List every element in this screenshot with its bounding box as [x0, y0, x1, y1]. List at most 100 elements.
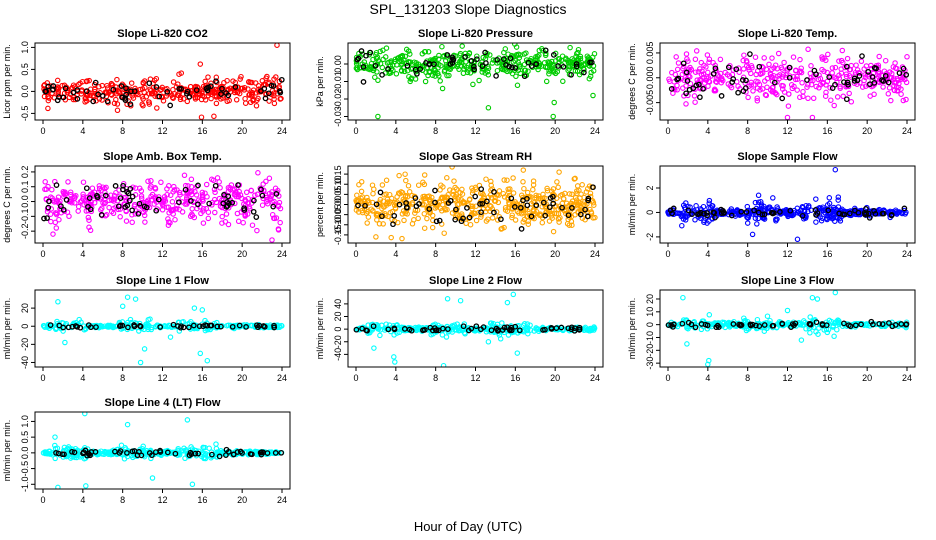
- x-tick-label: 24: [277, 126, 287, 136]
- point-color: [706, 204, 712, 211]
- point-color: [579, 182, 585, 188]
- point-black: [498, 216, 504, 223]
- point-black: [700, 85, 706, 92]
- point-outlier: [794, 236, 801, 243]
- point-color: [786, 91, 792, 97]
- point-color: [52, 455, 58, 462]
- point-color: [559, 53, 566, 59]
- point-black: [584, 213, 591, 220]
- point-black: [355, 55, 362, 62]
- point-black: [156, 93, 163, 100]
- point-color: [450, 324, 456, 330]
- x-tick-label: 20: [237, 495, 247, 505]
- point-color: [149, 191, 156, 198]
- point-color: [744, 214, 751, 221]
- point-black: [46, 198, 52, 205]
- point-outlier: [52, 434, 58, 440]
- point-black: [480, 324, 487, 330]
- point-color: [399, 211, 406, 217]
- point-color: [164, 323, 170, 330]
- point-color: [367, 63, 374, 70]
- point-color: [383, 321, 389, 327]
- point-black: [720, 210, 727, 216]
- point-black: [555, 63, 561, 69]
- point-black: [396, 201, 403, 208]
- point-color: [364, 194, 370, 201]
- point-color: [524, 189, 531, 196]
- point-black: [698, 321, 705, 327]
- point-black: [126, 197, 133, 204]
- point-black: [404, 62, 411, 69]
- point-color: [838, 66, 844, 72]
- point-color: [159, 207, 166, 213]
- point-color: [253, 103, 260, 109]
- y-tick-label: -40: [333, 348, 343, 361]
- point-color: [154, 105, 160, 111]
- x-tick-label: 0: [353, 126, 358, 136]
- point-color: [75, 81, 82, 88]
- point-color: [263, 192, 269, 199]
- point-black: [879, 321, 886, 327]
- x-tick-label: 16: [197, 495, 207, 505]
- point-black: [196, 323, 203, 330]
- point-outlier: [392, 359, 398, 365]
- point-color: [275, 202, 282, 208]
- point-black: [845, 81, 851, 88]
- point-color: [502, 46, 509, 52]
- point-color: [473, 217, 480, 224]
- x-tick-label: 0: [665, 126, 670, 136]
- point-black: [710, 70, 717, 77]
- point-black: [417, 66, 424, 72]
- point-color: [476, 77, 482, 84]
- x-tick-label: 20: [550, 373, 560, 383]
- y-tick-label: -0.1: [20, 209, 30, 225]
- point-color: [514, 52, 520, 59]
- point-black: [436, 217, 443, 224]
- point-black: [178, 86, 184, 92]
- point-color: [781, 59, 787, 66]
- point-color: [712, 62, 718, 69]
- point-black: [478, 186, 485, 192]
- point-color: [263, 178, 269, 185]
- point-color: [510, 190, 517, 196]
- point-color: [505, 51, 511, 57]
- x-tick-label: 16: [822, 373, 832, 383]
- point-black: [900, 65, 907, 72]
- y-tick-label: -20: [333, 335, 343, 348]
- point-color: [86, 224, 92, 231]
- point-outlier: [798, 337, 805, 343]
- point-black: [582, 206, 588, 213]
- point-color: [679, 222, 685, 229]
- data-points: [353, 43, 598, 120]
- point-color: [793, 67, 799, 74]
- point-black: [854, 77, 861, 84]
- point-color: [421, 181, 428, 188]
- point-black: [82, 447, 89, 454]
- panel-4: Slope Amb. Box Temp.degrees C per min.0 4…: [2, 151, 291, 259]
- panel-title: Slope Li-820 Pressure: [418, 28, 533, 40]
- point-color: [805, 95, 811, 102]
- point-color: [271, 100, 278, 107]
- point-color: [162, 198, 169, 204]
- point-black: [550, 52, 557, 58]
- point-black: [743, 77, 749, 84]
- y-tick-label: -10: [645, 331, 655, 344]
- point-color: [380, 198, 387, 204]
- point-black: [494, 56, 500, 63]
- point-color: [764, 75, 771, 82]
- point-color: [518, 210, 525, 217]
- point-color: [69, 199, 75, 206]
- point-black: [880, 78, 887, 84]
- point-color: [388, 234, 394, 241]
- point-black: [117, 322, 124, 329]
- x-tick-label: 20: [550, 126, 560, 136]
- point-color: [549, 66, 555, 72]
- point-color: [65, 179, 71, 185]
- point-color: [499, 320, 505, 326]
- y-tick-label: 0.2: [20, 166, 30, 179]
- point-color: [108, 208, 115, 215]
- point-color: [96, 183, 103, 189]
- point-color: [96, 84, 102, 90]
- point-black: [686, 86, 693, 93]
